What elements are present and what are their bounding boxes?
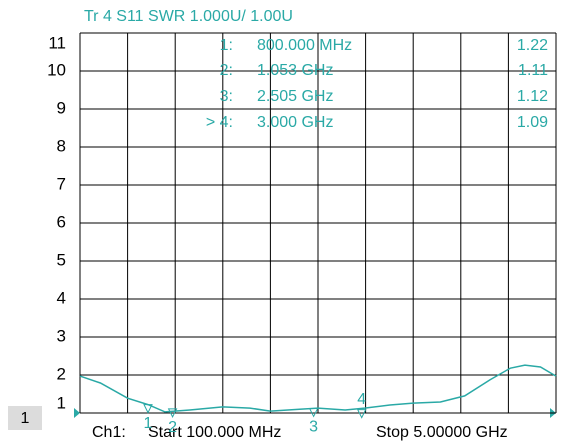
y-tick-label: 6 [57, 212, 66, 231]
y-tick-label: 4 [57, 288, 66, 307]
marker-frequency: 3.000 GHz [257, 114, 333, 131]
start-label: Start 100.000 MHz [148, 424, 281, 441]
marker-id: 3 [309, 419, 318, 436]
marker-triangle [356, 409, 367, 419]
marker-frequency: 1.053 GHz [257, 62, 333, 79]
marker-triangle [308, 407, 319, 418]
y-tick-label: 8 [57, 136, 66, 155]
y-tick-label: 7 [57, 174, 66, 193]
y-tick-label: 10 [47, 60, 66, 79]
y-tick-label: 1 [57, 393, 66, 412]
marker-triangle [167, 408, 178, 418]
marker-value: 1.11 [518, 62, 548, 79]
marker-value: 1.22 [517, 37, 548, 54]
y-tick-label: 5 [57, 250, 66, 269]
marker-label: 1: [220, 37, 233, 54]
trace-line [79, 364, 557, 413]
stop-label: Stop 5.00000 GHz [376, 424, 508, 441]
y-tick-label: 2 [57, 364, 66, 383]
channel-label: Ch1: [92, 424, 126, 441]
marker-id: 1 [144, 415, 153, 432]
marker-frequency: 2.505 GHz [257, 88, 333, 105]
y-tick-label: 3 [57, 326, 66, 345]
marker-id: 4 [357, 391, 366, 408]
marker-frequency: 800.000 MHz [257, 37, 352, 54]
marker-value: 1.12 [517, 88, 548, 105]
marker-id: 2 [168, 419, 177, 436]
channel-number: 1 [21, 410, 30, 427]
marker-value: 1.09 [517, 114, 548, 131]
marker-triangle [143, 404, 153, 414]
marker-label: > 4: [206, 114, 233, 131]
marker-label: 2: [220, 62, 233, 79]
channel-box [8, 406, 42, 430]
chart-title: Tr 4 S11 SWR 1.000U/ 1.00U [84, 8, 293, 25]
marker-label: 3: [220, 88, 233, 105]
reference-arrow [74, 408, 80, 418]
y-tick-label: 11 [48, 33, 66, 52]
y-tick-label: 9 [57, 98, 66, 117]
